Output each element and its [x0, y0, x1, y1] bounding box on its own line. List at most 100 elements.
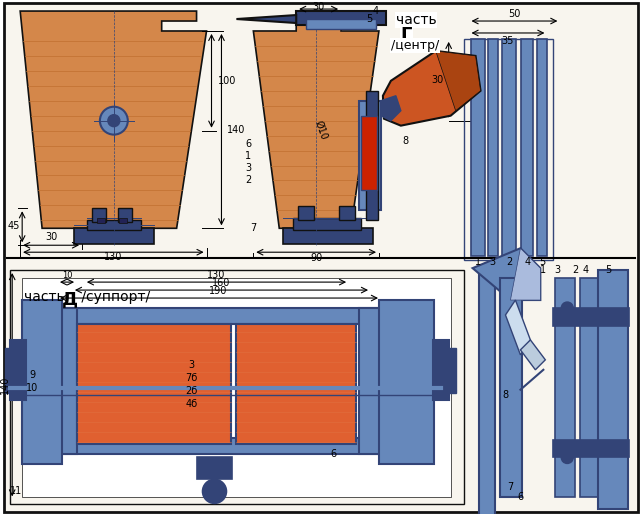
Text: 3: 3	[490, 257, 495, 267]
Polygon shape	[381, 96, 401, 121]
Polygon shape	[472, 248, 540, 300]
Text: 30: 30	[431, 75, 444, 85]
Text: 11: 11	[10, 486, 22, 496]
Bar	[87, 220, 141, 230]
Bar	[598, 270, 628, 509]
Bar	[10, 270, 463, 504]
Bar	[379, 300, 434, 465]
Text: 140: 140	[0, 375, 10, 394]
Polygon shape	[511, 248, 540, 300]
Text: 10: 10	[26, 383, 38, 393]
Bar	[10, 340, 26, 400]
Polygon shape	[506, 300, 531, 355]
Text: 7б: 7б	[186, 373, 198, 383]
Bar	[359, 101, 381, 210]
Circle shape	[100, 107, 128, 134]
Circle shape	[108, 115, 120, 127]
Bar	[196, 457, 232, 479]
Polygon shape	[236, 15, 296, 23]
Bar	[359, 308, 381, 454]
Text: Г: Г	[401, 26, 412, 44]
Text: 5: 5	[540, 257, 545, 267]
Text: часть: часть	[24, 290, 65, 304]
Text: 90: 90	[310, 253, 323, 263]
Text: 4: 4	[373, 6, 379, 16]
Bar	[522, 39, 533, 256]
Text: 6: 6	[245, 139, 252, 149]
Text: 30: 30	[45, 232, 57, 242]
Bar	[470, 39, 484, 256]
Text: 1: 1	[245, 150, 252, 161]
Polygon shape	[383, 51, 481, 126]
Text: 7: 7	[508, 483, 513, 492]
Text: 6: 6	[517, 492, 524, 502]
Text: Д: Д	[62, 290, 78, 308]
Bar	[74, 228, 154, 244]
Bar	[433, 340, 449, 400]
Text: 190: 190	[209, 286, 228, 296]
Bar	[77, 324, 232, 443]
Text: 45: 45	[8, 221, 20, 231]
Polygon shape	[436, 51, 481, 111]
Text: Ø10: Ø10	[313, 119, 329, 142]
Bar	[119, 218, 127, 224]
Text: /суппорт/: /суппорт/	[77, 290, 150, 304]
Text: 8: 8	[403, 135, 409, 146]
Text: 8: 8	[502, 390, 509, 400]
Text: 7: 7	[250, 224, 257, 233]
Bar	[463, 39, 554, 260]
Text: 2: 2	[245, 176, 252, 185]
Bar	[296, 11, 386, 25]
Text: 130: 130	[207, 270, 226, 280]
Text: 5: 5	[366, 14, 372, 24]
Text: 4б: 4б	[186, 399, 198, 409]
Bar	[556, 278, 575, 497]
Text: 2: 2	[572, 265, 579, 275]
Text: 6: 6	[330, 450, 336, 459]
Text: 3: 3	[245, 163, 252, 173]
Text: 5: 5	[605, 265, 611, 275]
Text: 140: 140	[227, 125, 246, 134]
Polygon shape	[253, 21, 379, 228]
Text: 160: 160	[212, 278, 230, 288]
Bar	[580, 278, 598, 497]
Text: 4: 4	[582, 265, 588, 275]
Bar	[554, 308, 629, 326]
Text: 10: 10	[62, 270, 72, 280]
Bar	[57, 308, 381, 324]
Bar	[236, 324, 356, 443]
Polygon shape	[520, 340, 545, 370]
Circle shape	[561, 302, 573, 314]
Text: 35: 35	[501, 36, 514, 46]
Bar	[92, 209, 106, 222]
Bar	[97, 218, 105, 224]
Bar	[298, 207, 314, 220]
Bar	[366, 91, 378, 220]
Text: 2б: 2б	[186, 386, 198, 396]
Circle shape	[202, 479, 227, 503]
Text: 100: 100	[218, 76, 236, 86]
Bar	[57, 308, 77, 454]
Bar	[22, 278, 451, 497]
Bar	[118, 209, 132, 222]
Bar	[488, 39, 497, 256]
Text: 50: 50	[508, 9, 520, 19]
Bar	[603, 278, 621, 497]
Bar	[339, 207, 355, 220]
Bar	[57, 438, 381, 454]
Text: /центр/: /центр/	[391, 39, 439, 52]
Text: 1: 1	[474, 257, 481, 267]
Text: часть: часть	[396, 13, 436, 27]
Text: 2: 2	[506, 257, 513, 267]
Circle shape	[561, 452, 573, 464]
Bar	[538, 39, 547, 256]
Text: 4: 4	[524, 257, 531, 267]
Polygon shape	[20, 11, 207, 228]
Bar	[293, 218, 361, 230]
Text: 3: 3	[189, 360, 195, 370]
Text: 9: 9	[29, 370, 35, 380]
Text: 30: 30	[312, 2, 324, 12]
Bar	[500, 278, 522, 497]
Text: 130: 130	[104, 252, 122, 262]
Bar	[447, 348, 456, 393]
